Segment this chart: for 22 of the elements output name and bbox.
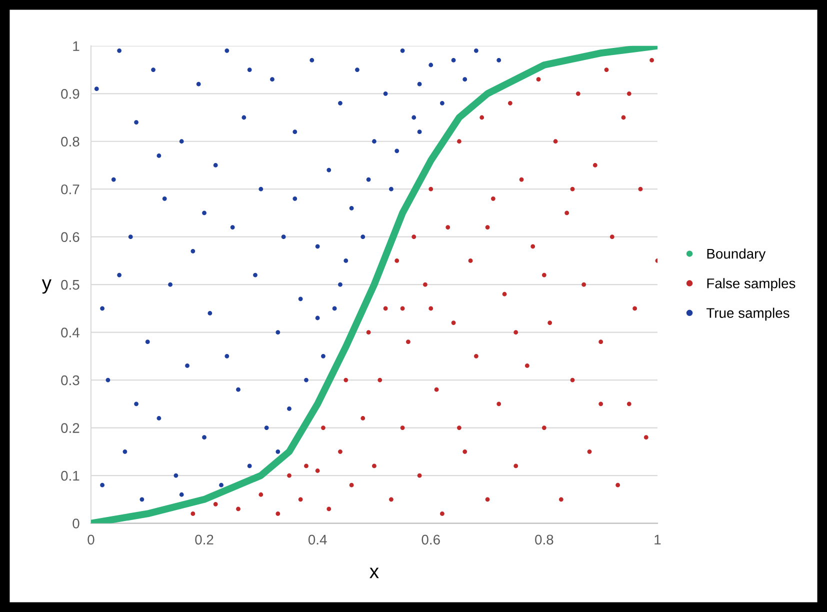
y-tick-label: 0 <box>72 518 80 528</box>
x-tick-label: 1 <box>654 534 661 544</box>
y-tick-label: 0.4 <box>61 328 80 338</box>
legend-label: False samples <box>707 278 796 292</box>
y-tick-label: 0.2 <box>61 423 80 433</box>
y-axis-title: y <box>42 279 52 294</box>
y-tick-label: 0.8 <box>61 136 80 147</box>
y-tick-label: 0.3 <box>61 375 80 386</box>
x-axis-title: x <box>370 568 379 578</box>
y-tick-label: 0.7 <box>61 184 80 194</box>
x-tick-label: 0.6 <box>422 534 440 545</box>
y-tick-label: 0.6 <box>61 232 80 242</box>
x-tick-label: 0 <box>88 534 94 545</box>
x-tick-label: 0.2 <box>195 534 214 545</box>
x-tick-label: 0.8 <box>535 534 554 545</box>
y-tick-label: 0.1 <box>61 470 80 481</box>
legend-label: True samples <box>706 308 790 321</box>
y-tick-label: 0.5 <box>61 280 80 290</box>
y-tick-label: 1 <box>73 41 80 51</box>
legend-label: Boundary <box>707 248 766 262</box>
x-tick-label: 0.4 <box>308 534 327 545</box>
y-tick-label: 0.9 <box>61 88 80 99</box>
